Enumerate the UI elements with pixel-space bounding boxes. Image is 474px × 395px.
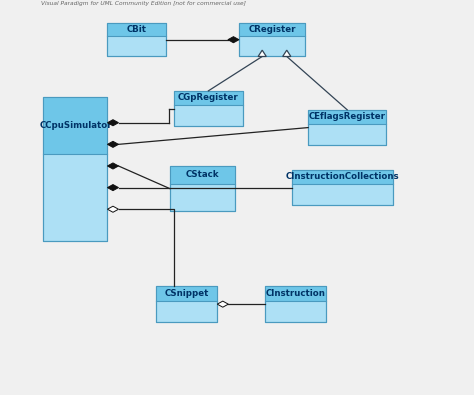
Bar — [308, 110, 386, 145]
Bar — [170, 166, 235, 211]
Text: CInstructionCollections: CInstructionCollections — [286, 173, 400, 181]
Bar — [107, 23, 166, 56]
Polygon shape — [108, 206, 118, 212]
Bar — [264, 286, 326, 322]
Bar — [292, 170, 393, 184]
Polygon shape — [108, 163, 118, 169]
Bar — [170, 166, 235, 184]
Polygon shape — [217, 301, 228, 307]
Bar — [44, 97, 108, 154]
Bar — [292, 170, 393, 205]
Polygon shape — [283, 50, 291, 56]
Polygon shape — [258, 50, 266, 56]
Bar — [174, 91, 243, 105]
Bar — [156, 286, 217, 301]
Bar — [239, 23, 305, 36]
Text: CInstruction: CInstruction — [265, 289, 325, 298]
Text: CSnippet: CSnippet — [164, 289, 209, 298]
Bar — [264, 286, 326, 301]
Bar — [44, 97, 108, 241]
Bar — [107, 23, 166, 56]
Bar — [292, 170, 393, 205]
Bar — [170, 166, 235, 211]
Text: CEflagsRegister: CEflagsRegister — [309, 113, 386, 121]
Bar — [239, 23, 305, 56]
Bar — [156, 286, 217, 322]
Bar — [264, 286, 326, 322]
Bar — [156, 286, 217, 322]
Text: CRegister: CRegister — [248, 25, 296, 34]
Bar — [239, 23, 305, 56]
Bar — [107, 23, 166, 36]
Bar — [174, 91, 243, 126]
Text: CStack: CStack — [186, 171, 219, 179]
Text: CCpuSimulator: CCpuSimulator — [39, 121, 112, 130]
Text: CBit: CBit — [126, 25, 146, 34]
Bar — [308, 110, 386, 124]
Bar — [174, 91, 243, 126]
Text: Visual Paradigm for UML Community Edition [not for commercial use]: Visual Paradigm for UML Community Editio… — [41, 1, 246, 6]
Bar — [44, 97, 108, 241]
Polygon shape — [108, 120, 118, 126]
Bar — [308, 110, 386, 145]
Text: CGpRegister: CGpRegister — [178, 94, 239, 102]
Polygon shape — [108, 184, 118, 191]
Polygon shape — [228, 37, 239, 43]
Polygon shape — [108, 141, 118, 147]
